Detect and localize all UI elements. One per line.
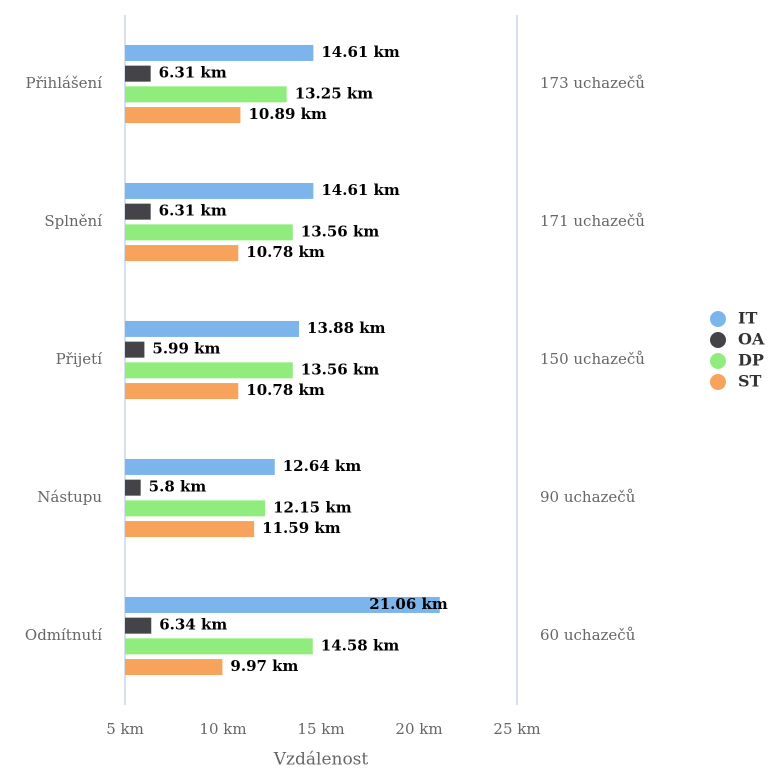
x-axis-label: Vzdálenost [273, 750, 369, 769]
value-label: 13.56 km [301, 222, 380, 240]
annotation: 171 uchazečů [540, 212, 645, 230]
bar [125, 479, 141, 496]
legend-marker [710, 311, 726, 327]
bar [125, 500, 266, 517]
value-label: 12.64 km [283, 457, 362, 475]
annotation: 173 uchazečů [540, 74, 645, 92]
legend-label: OA [738, 330, 765, 349]
annotation: 60 uchazečů [540, 626, 636, 644]
annotation: 90 uchazečů [540, 488, 636, 506]
y-tick-label: Splnění [44, 212, 102, 230]
y-tick-label: Nástupu [37, 488, 102, 506]
value-label: 12.15 km [273, 498, 352, 516]
annotation: 150 uchazečů [540, 350, 645, 368]
value-label: 5.99 km [152, 340, 220, 358]
bar [125, 224, 293, 241]
bar [125, 86, 287, 103]
value-label: 11.59 km [262, 519, 341, 537]
x-tick-label: 25 km [493, 720, 540, 738]
x-tick-label: 20 km [395, 720, 442, 738]
bar [125, 458, 275, 475]
legend-label: IT [738, 309, 757, 328]
legend-marker [710, 374, 726, 390]
x-tick-label: 5 km [106, 720, 144, 738]
bar [125, 44, 314, 61]
bar [125, 341, 145, 358]
bar [125, 638, 313, 655]
value-label: 13.25 km [295, 84, 374, 102]
value-label: 10.78 km [246, 381, 325, 399]
y-tick-label: Přijetí [56, 350, 103, 368]
bar [125, 107, 241, 124]
y-tick-label: Odmítnutí [25, 626, 102, 644]
y-tick-label: Přihlášení [26, 74, 103, 92]
value-label: 13.88 km [307, 319, 386, 337]
legend-label: ST [738, 372, 762, 391]
value-label: 13.56 km [301, 360, 380, 378]
x-tick-label: 15 km [297, 720, 344, 738]
value-label: 10.78 km [246, 243, 325, 261]
value-label: 6.31 km [159, 202, 227, 220]
legend-label: DP [738, 351, 764, 370]
bar [125, 659, 223, 676]
bar [125, 65, 151, 82]
bar [125, 245, 239, 262]
value-label: 6.34 km [159, 616, 227, 634]
bar [125, 320, 300, 337]
bar [125, 182, 314, 199]
x-tick-label: 10 km [199, 720, 246, 738]
bar [125, 362, 293, 379]
value-label: 9.97 km [230, 657, 298, 675]
value-label: 14.61 km [321, 43, 400, 61]
legend-marker [710, 332, 726, 348]
value-label: 10.89 km [248, 105, 327, 123]
bar [125, 203, 151, 220]
bar [125, 596, 440, 613]
value-label: 6.31 km [159, 64, 227, 82]
value-label: 21.06 km [369, 595, 448, 613]
bar [125, 383, 239, 400]
bar [125, 617, 152, 634]
value-label: 14.58 km [321, 636, 400, 654]
legend-marker [710, 353, 726, 369]
value-label: 5.8 km [149, 478, 207, 496]
value-label: 14.61 km [321, 181, 400, 199]
bar [125, 521, 255, 538]
